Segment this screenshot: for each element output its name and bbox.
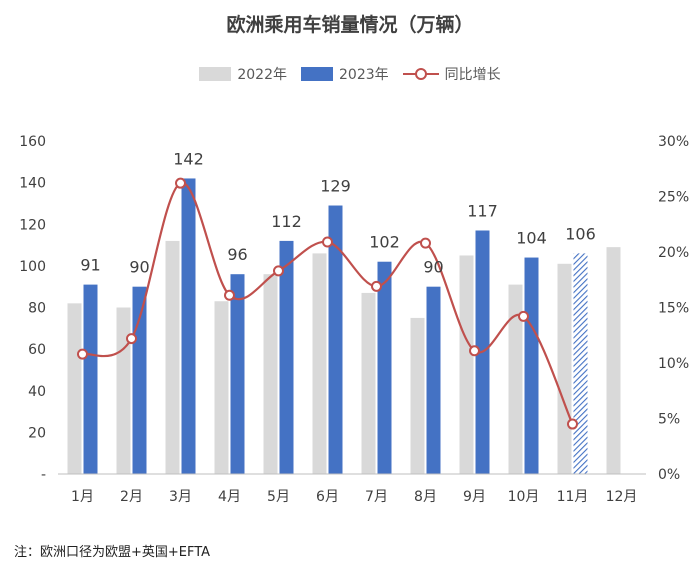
yoy-point-7 [371, 280, 382, 292]
x-tick-label-5: 5月 [267, 489, 290, 505]
footnote: 注：欧洲口径为欧盟+英国+EFTA [14, 545, 211, 560]
legend-item-yoy: 同比增长 [402, 64, 501, 84]
bar-2022-12 [606, 247, 621, 474]
y-left-tick-0: - [41, 467, 46, 483]
data-label-2023-4: 96 [227, 245, 247, 264]
bar-2022-8 [410, 317, 425, 474]
yoy-point-2 [126, 333, 137, 345]
bar-2023-1 [83, 284, 98, 474]
legend-swatch-yoy [402, 68, 439, 80]
y-left-tick-6: 120 [19, 217, 46, 233]
legend-swatch-2023 [301, 67, 333, 81]
yoy-point-4 [224, 289, 235, 301]
bar-2022-7 [361, 292, 376, 474]
y-left-tick-8: 160 [19, 134, 46, 150]
y-left-tick-7: 140 [19, 176, 46, 192]
bar-2022-11 [557, 263, 572, 474]
bar-2023-6 [328, 205, 343, 475]
legend-label-2022: 2022年 [237, 67, 287, 83]
bar-2022-3 [165, 240, 180, 474]
yoy-point-8 [420, 237, 431, 249]
data-label-2023-6: 129 [320, 177, 351, 196]
legend-item-2023: 2023年 [301, 64, 389, 84]
yoy-line-layer [77, 177, 578, 430]
data-label-2023-1: 91 [80, 256, 100, 275]
x-tick-label-9: 9月 [463, 489, 486, 505]
bar-2023-4 [230, 274, 245, 474]
legend-swatch-2022 [199, 67, 232, 81]
y-right-tick-2: 10% [658, 356, 689, 372]
x-tick-label-11: 11月 [557, 489, 589, 505]
y-left-tick-4: 80 [28, 301, 46, 317]
yoy-point-1 [77, 348, 88, 360]
x-tick-label-2: 2月 [120, 489, 143, 505]
data-label-2023-9: 117 [467, 201, 498, 220]
x-tick-label-3: 3月 [169, 489, 192, 505]
yoy-point-9 [469, 345, 480, 357]
yoy-point-10 [518, 310, 529, 322]
yoy-point-3 [175, 177, 186, 189]
bar-2023-8 [426, 286, 441, 474]
bar-2022-1 [67, 303, 82, 474]
axis-layer: 1月 2月 3月 4月 5月 6月 7月 8月 9月 10月 11月 12月 - 20 40 60 80 100 1… [19, 134, 689, 505]
bar-2023-11 [573, 253, 588, 474]
y-right-tick-1: 5% [658, 412, 680, 428]
data-label-layer: 91 90 142 96 112 129 102 90 117 104 106 [80, 149, 595, 276]
data-label-2023-11: 106 [565, 224, 596, 243]
data-label-2023-10: 104 [516, 229, 547, 248]
bar-2022-10 [508, 284, 523, 474]
x-tick-label-7: 7月 [365, 489, 388, 505]
yoy-point-5 [273, 265, 284, 277]
bar-2022-5 [263, 274, 278, 474]
legend-item-2022: 2022年 [199, 64, 287, 84]
bar-2022-2 [116, 307, 131, 474]
data-label-2023-3: 142 [173, 149, 204, 168]
bar-2022-6 [312, 253, 327, 474]
bar-2023-2 [132, 286, 147, 474]
x-tick-label-12: 12月 [606, 489, 638, 505]
yoy-point-6 [322, 236, 333, 248]
y-right-tick-6: 30% [658, 134, 689, 150]
bar-2023-10 [524, 257, 539, 474]
y-right-tick-5: 25% [658, 190, 689, 206]
x-tick-label-6: 6月 [316, 489, 339, 505]
legend-label-2023: 2023年 [339, 67, 389, 83]
data-label-2023-8: 90 [423, 258, 443, 277]
y-right-tick-4: 20% [658, 245, 689, 261]
data-label-2023-2: 90 [129, 258, 149, 277]
x-tick-label-4: 4月 [218, 489, 241, 505]
x-tick-label-10: 10月 [508, 489, 540, 505]
bar-2023-5 [279, 240, 294, 474]
data-label-2023-5: 112 [271, 212, 302, 231]
y-left-tick-1: 20 [28, 425, 46, 441]
legend-label-yoy: 同比增长 [444, 67, 501, 83]
y-right-tick-0: 0% [658, 467, 680, 483]
chart-title: 欧洲乘用车销量情况（万辆） [226, 14, 474, 36]
chart-legend: 2022年 2023年 同比增长 [0, 60, 700, 88]
yoy-point-11 [567, 418, 578, 430]
y-right-tick-3: 15% [658, 301, 689, 317]
x-tick-label-8: 8月 [414, 489, 437, 505]
x-tick-label-1: 1月 [71, 489, 94, 505]
bar-2023-3 [181, 178, 196, 474]
bar-2022-4 [214, 301, 229, 474]
bar-2022-9 [459, 255, 474, 474]
bar-2023-7 [377, 261, 392, 474]
bar-layer [67, 178, 621, 475]
y-left-tick-5: 100 [19, 259, 46, 275]
y-left-tick-2: 40 [28, 384, 46, 400]
yoy-line [82, 182, 574, 425]
y-left-tick-3: 60 [28, 342, 46, 358]
data-label-2023-7: 102 [369, 233, 400, 252]
